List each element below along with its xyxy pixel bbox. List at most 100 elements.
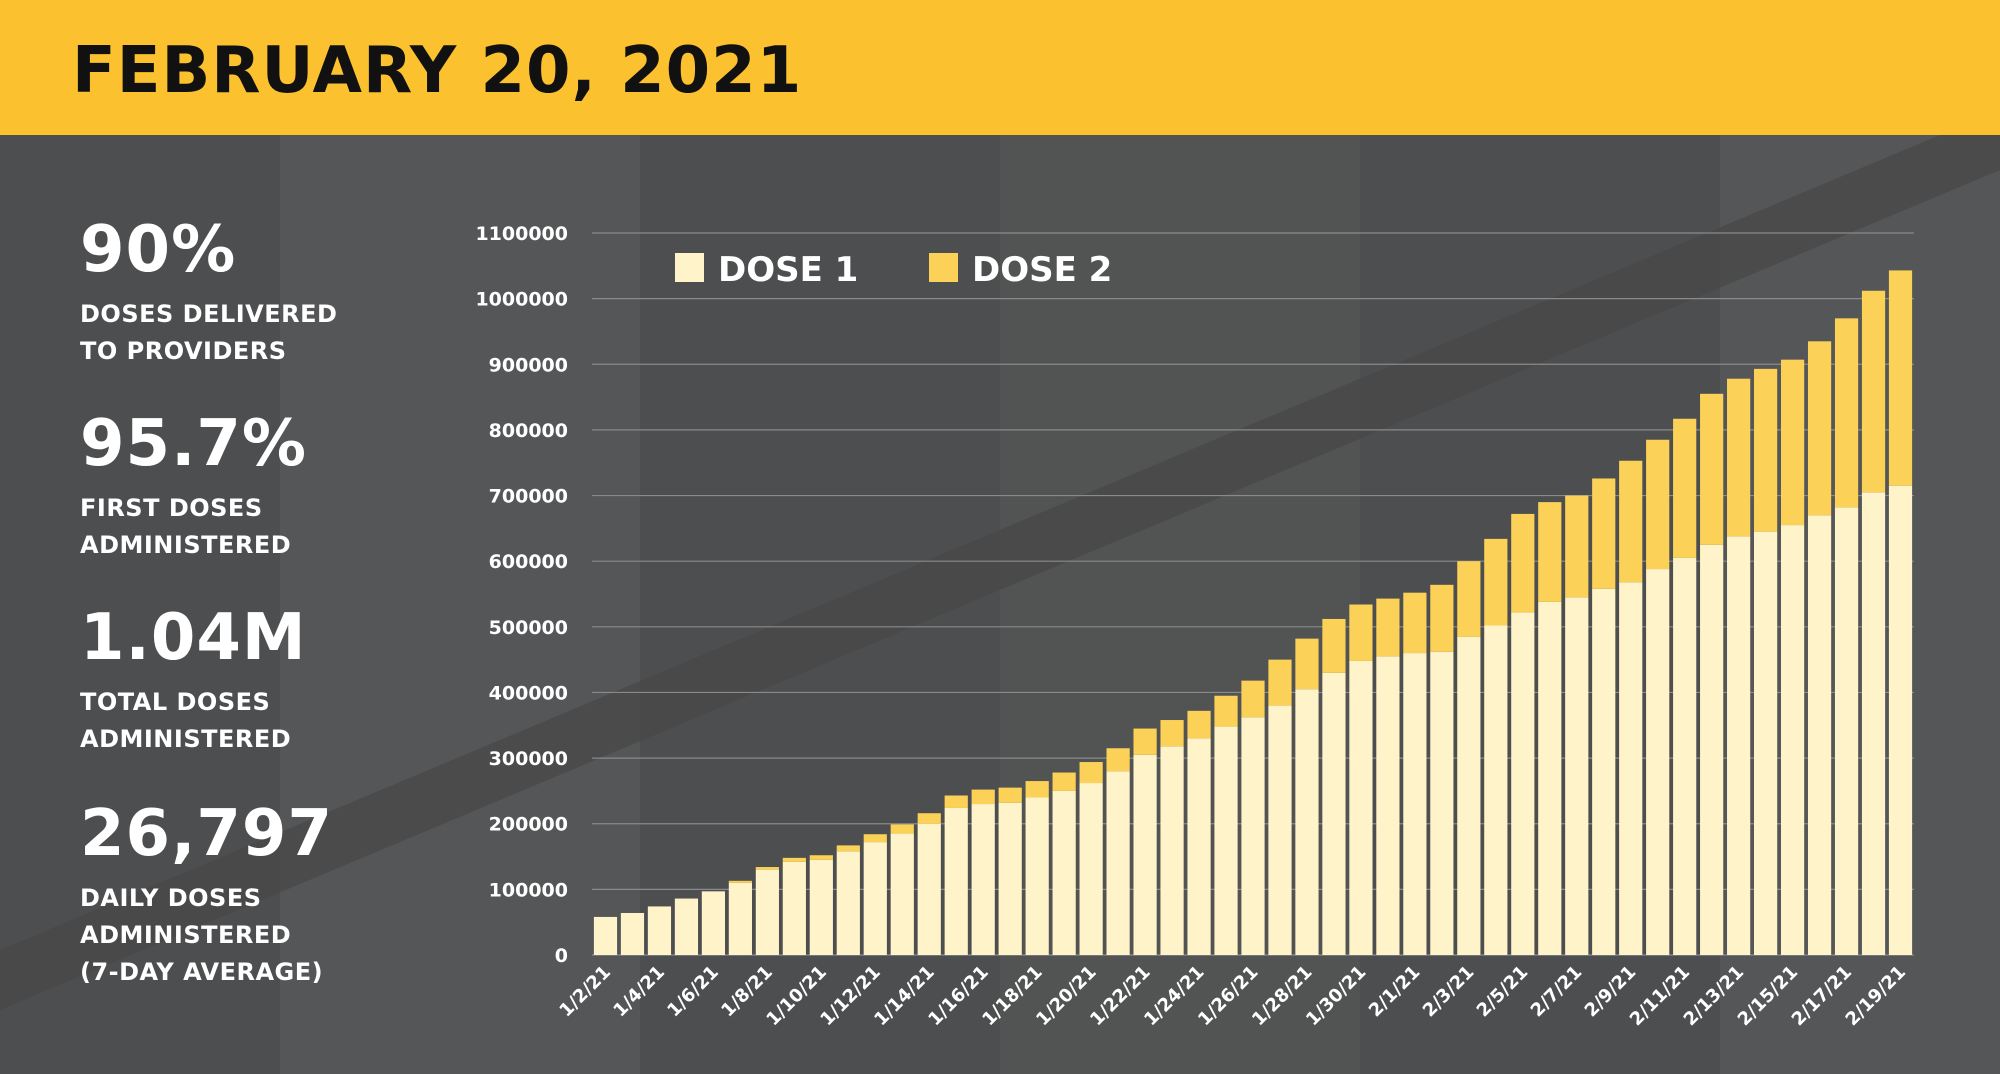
bar-dose-2 — [1106, 748, 1130, 772]
bar-dose-1 — [593, 916, 618, 955]
bar-dose-2 — [1861, 290, 1886, 493]
bar-dose-1 — [863, 842, 887, 955]
bar-dose-2 — [1592, 478, 1616, 589]
stat-total-doses: 1.04M TOTAL DOSES ADMINISTERED — [80, 606, 307, 758]
bar-dose-2 — [782, 857, 806, 862]
bar-dose-1 — [1861, 492, 1886, 955]
stat-doses-delivered: 90% DOSES DELIVERED TO PROVIDERS — [80, 218, 337, 370]
legend-swatch-dose-1 — [675, 253, 704, 282]
bar-dose-1 — [1619, 582, 1643, 955]
x-tick-label: 2/5/21 — [1473, 962, 1533, 1022]
bar-dose-1 — [1673, 557, 1697, 955]
bar-dose-1 — [1807, 515, 1832, 955]
bar-dose-2 — [1538, 502, 1562, 602]
bar-dose-2 — [863, 834, 887, 843]
bar-dose-1 — [1430, 651, 1454, 955]
bar-dose-1 — [1295, 689, 1319, 955]
x-tick-label: 2/7/21 — [1527, 962, 1587, 1022]
y-tick-label: 800000 — [489, 420, 568, 442]
bar-dose-2 — [1780, 359, 1805, 526]
y-tick-label: 700000 — [489, 486, 568, 508]
bar-dose-1 — [647, 906, 672, 955]
bar-dose-1 — [971, 804, 995, 955]
bar-dose-2 — [1133, 728, 1157, 755]
bar-dose-2 — [1025, 781, 1049, 798]
bar-dose-2 — [1807, 341, 1832, 516]
bar-dose-1 — [1403, 653, 1427, 955]
bar-dose-1 — [1888, 485, 1913, 955]
bar-dose-2 — [1619, 460, 1643, 583]
y-tick-label: 900000 — [489, 354, 568, 376]
bar-dose-2 — [971, 789, 995, 805]
bar-dose-2 — [1565, 495, 1589, 598]
bar-dose-1 — [1592, 588, 1616, 955]
bar-dose-2 — [1457, 561, 1481, 637]
bar-dose-1 — [1565, 597, 1589, 955]
stat-label: TOTAL DOSES ADMINISTERED — [80, 688, 292, 753]
bar-dose-1 — [1511, 612, 1535, 955]
bar-dose-2 — [1834, 318, 1859, 508]
bar-dose-1 — [1187, 738, 1211, 955]
y-tick-label: 300000 — [489, 748, 568, 770]
bar-dose-2 — [1700, 393, 1724, 545]
bar-dose-1 — [1025, 797, 1049, 955]
y-tick-label: 1100000 — [475, 223, 568, 245]
bar-dose-2 — [1214, 695, 1238, 727]
bar-dose-1 — [917, 823, 941, 955]
bar-dose-1 — [998, 802, 1022, 955]
bar-dose-2 — [1888, 270, 1913, 486]
y-axis-ticks: 0 100000 200000 300000 400000 500000 600000 700… — [475, 223, 568, 967]
bar-dose-1 — [1133, 754, 1157, 955]
page-title: FEBRUARY 20, 2021 — [72, 34, 803, 108]
bar-dose-1 — [1268, 705, 1292, 955]
bar-dose-1 — [944, 807, 968, 955]
bar-dose-2 — [1754, 368, 1778, 532]
bar-dose-2 — [1079, 762, 1103, 784]
bar-dose-1 — [1349, 660, 1373, 955]
bar-dose-1 — [1052, 790, 1076, 955]
bar-dose-1 — [1754, 531, 1778, 955]
bar-dose-1 — [1484, 625, 1508, 955]
bar-dose-2 — [1160, 720, 1184, 747]
bar-dose-2 — [1646, 439, 1670, 570]
bar-dose-2 — [1241, 680, 1265, 718]
y-tick-label: 600000 — [489, 551, 568, 573]
bar-dose-2 — [1511, 513, 1535, 613]
legend-swatch-dose-2 — [929, 253, 958, 282]
stat-label: DAILY DOSES ADMINISTERED (7-DAY AVERAGE) — [80, 884, 324, 986]
legend-label-dose-1: DOSE 1 — [718, 250, 858, 290]
bar-dose-2 — [809, 855, 833, 860]
bar-dose-1 — [728, 882, 752, 955]
y-tick-label: 500000 — [489, 617, 568, 639]
bar-dose-2 — [1403, 592, 1427, 654]
x-tick-label: 1/30/21 — [1302, 962, 1370, 1030]
bar-dose-2 — [1484, 538, 1508, 626]
bar-dose-2 — [728, 880, 752, 883]
bar-dose-2 — [890, 824, 914, 834]
bar-dose-1 — [1106, 771, 1130, 955]
stat-value: 95.7% — [80, 407, 308, 481]
bar-dose-2 — [917, 813, 941, 824]
y-tick-label: 400000 — [489, 682, 568, 704]
stat-value: 26,797 — [80, 797, 333, 871]
bar-dose-1 — [1780, 525, 1805, 955]
y-tick-label: 100000 — [489, 879, 568, 901]
bar-dose-2 — [944, 795, 968, 808]
bar-dose-2 — [1376, 598, 1400, 657]
bar-dose-1 — [1700, 544, 1724, 955]
bar-dose-1 — [1538, 601, 1562, 955]
bar-dose-1 — [620, 912, 645, 955]
bar-dose-2 — [1349, 604, 1373, 661]
bar-dose-1 — [1376, 656, 1400, 955]
bar-dose-1 — [1727, 536, 1751, 955]
x-axis-ticks: 1/2/211/4/211/6/211/8/211/10/211/12/211/… — [555, 962, 1910, 1030]
x-tick-label: 1/2/21 — [555, 962, 615, 1022]
x-tick-label: 2/19/21 — [1842, 962, 1910, 1030]
y-tick-label: 200000 — [489, 814, 568, 836]
legend: DOSE 1 DOSE 2 — [675, 250, 1112, 290]
header-banner: FEBRUARY 20, 2021 — [0, 0, 2000, 135]
x-tick-label: 2/1/21 — [1365, 962, 1425, 1022]
bar-dose-1 — [1241, 717, 1265, 955]
bar-dose-2 — [1187, 710, 1211, 739]
bar-dose-2 — [1268, 659, 1292, 706]
